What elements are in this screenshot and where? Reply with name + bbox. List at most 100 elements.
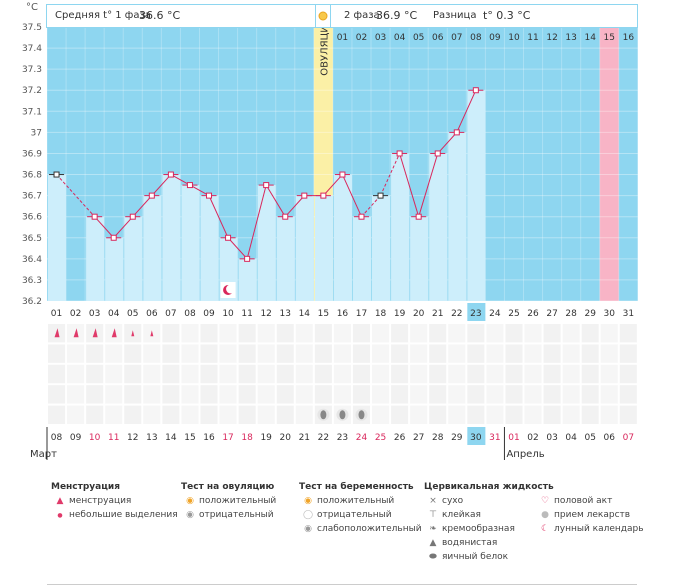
symptom-cell xyxy=(409,384,429,405)
symptom-cell xyxy=(237,323,257,344)
symptom-cell xyxy=(580,404,600,426)
sticky-icon: ⊤ xyxy=(429,510,437,520)
legend-item: ⬬ яичный белок xyxy=(424,550,554,564)
y-tick-label: 36.3 xyxy=(22,276,42,286)
symptom-cell xyxy=(275,404,295,426)
temp-bar xyxy=(295,195,314,301)
symptom-cell xyxy=(123,404,143,426)
symptom-cell xyxy=(371,343,391,364)
legend-pregnancy-test: Тест на беременность ◉ положительный ◯ отр… xyxy=(299,480,422,536)
cycle-day-label: 06 xyxy=(146,309,158,319)
creamy-icon: ❧ xyxy=(429,524,437,534)
symptom-cell xyxy=(161,323,181,344)
symptom-cell xyxy=(180,384,200,405)
cycle-day-label: 01 xyxy=(51,309,62,319)
symptom-cell xyxy=(199,404,219,426)
symptom-cell xyxy=(161,343,181,364)
temp-point xyxy=(339,171,346,178)
post-ovulation-day: 04 xyxy=(394,33,406,43)
menstruation-icon xyxy=(92,328,98,338)
symptom-cell xyxy=(85,384,105,405)
legend-item: ▲ водянистая xyxy=(424,536,554,550)
symptom-cell xyxy=(294,404,314,426)
post-ovulation-day: 02 xyxy=(356,33,367,43)
symptom-cell xyxy=(390,384,410,405)
pregnancy-test-icon xyxy=(320,410,327,420)
date-label: 08 xyxy=(51,433,63,443)
symptom-cell xyxy=(390,343,410,364)
symptom-cell xyxy=(85,343,105,364)
temp-point xyxy=(434,150,441,157)
temp-line-segment xyxy=(341,174,362,217)
temp-bar xyxy=(162,174,181,301)
test-negative-icon: ◉ xyxy=(186,510,194,520)
current-date-highlight xyxy=(467,427,486,445)
temp-point xyxy=(167,171,174,178)
heart-icon: ♡ xyxy=(540,496,550,506)
cycle-day-label: 14 xyxy=(299,309,311,319)
preg-negative-icon: ◯ xyxy=(302,510,314,520)
preg-positive-icon: ◉ xyxy=(304,496,312,506)
y-tick-label: 37.5 xyxy=(22,23,42,33)
date-label: 01 xyxy=(508,433,519,443)
symptom-cell xyxy=(294,363,314,385)
legend-item: ❧ кремообразная xyxy=(424,522,554,536)
symptom-cell xyxy=(237,343,257,364)
cycle-day-label: 12 xyxy=(260,309,271,319)
legend-title-pregnancy-test: Тест на беременность xyxy=(299,482,414,492)
symptom-cell xyxy=(580,343,600,364)
cycle-day-label: 24 xyxy=(489,309,501,319)
cycle-day-label: 04 xyxy=(108,309,120,319)
legend-cervical: Цервикальная жидкость × сухо ⊤ клейкая ❧ кр… xyxy=(424,480,554,564)
cycle-day-label: 30 xyxy=(604,309,616,319)
temp-bar xyxy=(86,216,105,301)
cycle-day-label: 31 xyxy=(623,309,634,319)
cycle-day-label: 20 xyxy=(413,309,425,319)
temp-point xyxy=(453,129,460,136)
legend: Менструация ▲ менструация ● небольшие выде… xyxy=(0,480,675,587)
symptom-cell xyxy=(332,384,352,405)
temp-line-segment xyxy=(456,90,477,133)
test-positive-icon: ◉ xyxy=(186,496,194,506)
symptom-cell xyxy=(85,404,105,426)
y-tick-label: 37.3 xyxy=(22,65,42,75)
symptom-cell xyxy=(542,404,562,426)
date-label: 25 xyxy=(375,433,386,443)
phase1-value: 36.6 °C xyxy=(139,9,181,22)
temp-line-segment xyxy=(399,153,420,217)
watery-icon: ▲ xyxy=(429,538,437,548)
egg-white-icon: ⬬ xyxy=(429,552,437,562)
date-label: 28 xyxy=(432,433,444,443)
symptom-cell xyxy=(523,363,543,385)
symptom-cell xyxy=(561,384,581,405)
spotting-icon xyxy=(131,330,135,337)
temp-line-segment xyxy=(132,195,153,218)
symptom-cell xyxy=(542,323,562,344)
menstruation-icon xyxy=(73,328,79,338)
symptom-cell xyxy=(332,363,352,385)
symptom-cell xyxy=(618,363,638,385)
symptom-cell xyxy=(542,343,562,364)
symptom-cell xyxy=(199,323,219,344)
symptom-cell xyxy=(275,343,295,364)
symptom-cell xyxy=(599,363,619,385)
symptom-cell xyxy=(275,363,295,385)
post-ovulation-day: 03 xyxy=(375,33,386,43)
y-tick-label: 36.6 xyxy=(22,213,42,223)
temp-point xyxy=(148,192,155,199)
symptom-cell xyxy=(104,384,124,405)
symptom-cell xyxy=(618,343,638,364)
moon-icon: ☾ xyxy=(540,524,550,534)
legend-menstruation: Менструация ▲ менструация ● небольшие выде… xyxy=(51,480,178,522)
symptom-cell xyxy=(428,384,448,405)
temp-point xyxy=(358,213,365,220)
symptom-cell xyxy=(466,404,486,426)
y-tick-label: 37.1 xyxy=(22,107,42,117)
symptom-cell xyxy=(466,363,486,385)
symptom-cell xyxy=(542,384,562,405)
header-bar: Средняя t° 1 фаза 36.6 °C 2 фаза 36.9 °C… xyxy=(46,4,638,28)
temp-line-segment xyxy=(284,195,305,218)
cycle-day-label: 17 xyxy=(356,309,367,319)
symptom-cell xyxy=(618,404,638,426)
date-label: 14 xyxy=(165,433,177,443)
